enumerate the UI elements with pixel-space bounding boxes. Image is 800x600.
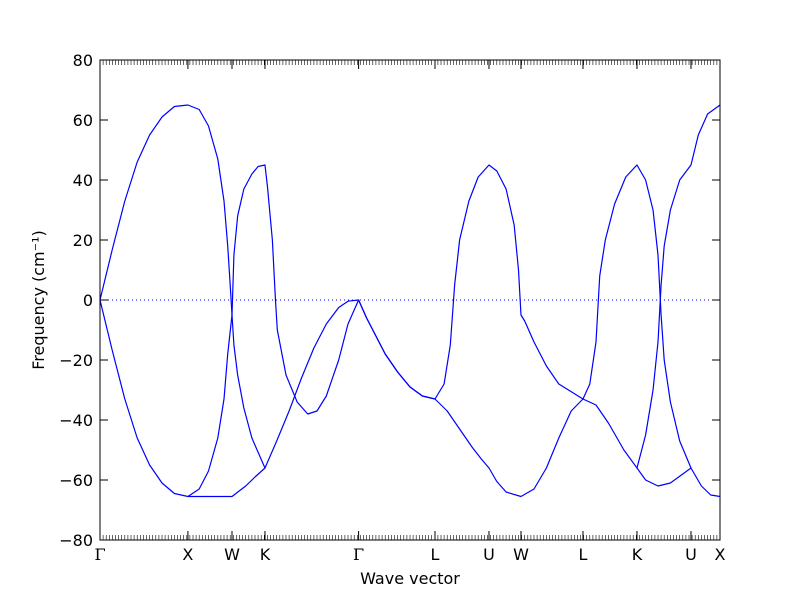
x-tick-label: K bbox=[632, 545, 643, 564]
y-axis-ticks: −80 −60 −40 −20 0 20 40 60 80 bbox=[59, 51, 720, 550]
band-line-4 bbox=[358, 164, 692, 469]
x-tick-label: U bbox=[483, 545, 495, 564]
y-axis-label: Frequency (cm⁻¹) bbox=[29, 230, 48, 369]
x-tick-label: W bbox=[224, 545, 240, 564]
y-tick-label: −20 bbox=[59, 351, 93, 370]
y-tick-label: −80 bbox=[59, 531, 93, 550]
y-tick-label: 60 bbox=[73, 111, 93, 130]
y-tick-label: 80 bbox=[73, 51, 93, 70]
y-tick-label: 40 bbox=[73, 171, 93, 190]
x-axis-label: Wave vector bbox=[360, 569, 460, 588]
x-tick-label: W bbox=[513, 545, 529, 564]
y-tick-label: −60 bbox=[59, 471, 93, 490]
x-tick-label: K bbox=[260, 545, 271, 564]
x-tick-label: Γ bbox=[94, 545, 105, 564]
x-tick-label: X bbox=[182, 545, 193, 564]
band-line-5 bbox=[636, 104, 721, 469]
band-line-3 bbox=[187, 164, 360, 498]
plot-frame bbox=[99, 59, 721, 541]
y-tick-label: 0 bbox=[83, 291, 93, 310]
y-tick-label: 20 bbox=[73, 231, 93, 250]
x-tick-label: Γ bbox=[353, 545, 364, 564]
x-tick-label: L bbox=[431, 545, 440, 564]
minor-ticks bbox=[99, 60, 721, 540]
band-line-2 bbox=[99, 299, 266, 498]
y-tick-label: −40 bbox=[59, 411, 93, 430]
x-tick-label: L bbox=[579, 545, 588, 564]
x-tick-label: U bbox=[685, 545, 697, 564]
x-tick-label: X bbox=[715, 545, 726, 564]
series-lines bbox=[99, 104, 721, 498]
